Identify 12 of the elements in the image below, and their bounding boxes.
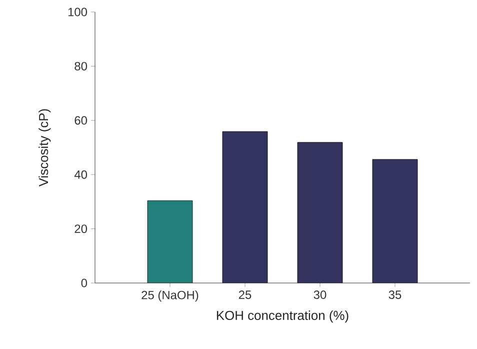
x-tick-label: 25 (NaOH) <box>142 290 198 302</box>
y-tick-label: 100 <box>68 8 88 16</box>
x-tick-label: 30 <box>314 290 326 299</box>
y-axis-title: Viscosity (cP) <box>38 109 51 187</box>
x-tick-label: 35 <box>388 290 402 299</box>
x-tick-label: 25 <box>238 290 252 299</box>
y-tick-label: 80 <box>74 62 88 70</box>
y-tick-label: 20 <box>74 224 88 234</box>
y-tick-label: 0 <box>81 278 88 288</box>
y-tick-label: 60 <box>74 116 88 125</box>
y-tick-label: 40 <box>74 170 88 179</box>
x-axis-title: KOH concentration (%) <box>216 310 348 323</box>
